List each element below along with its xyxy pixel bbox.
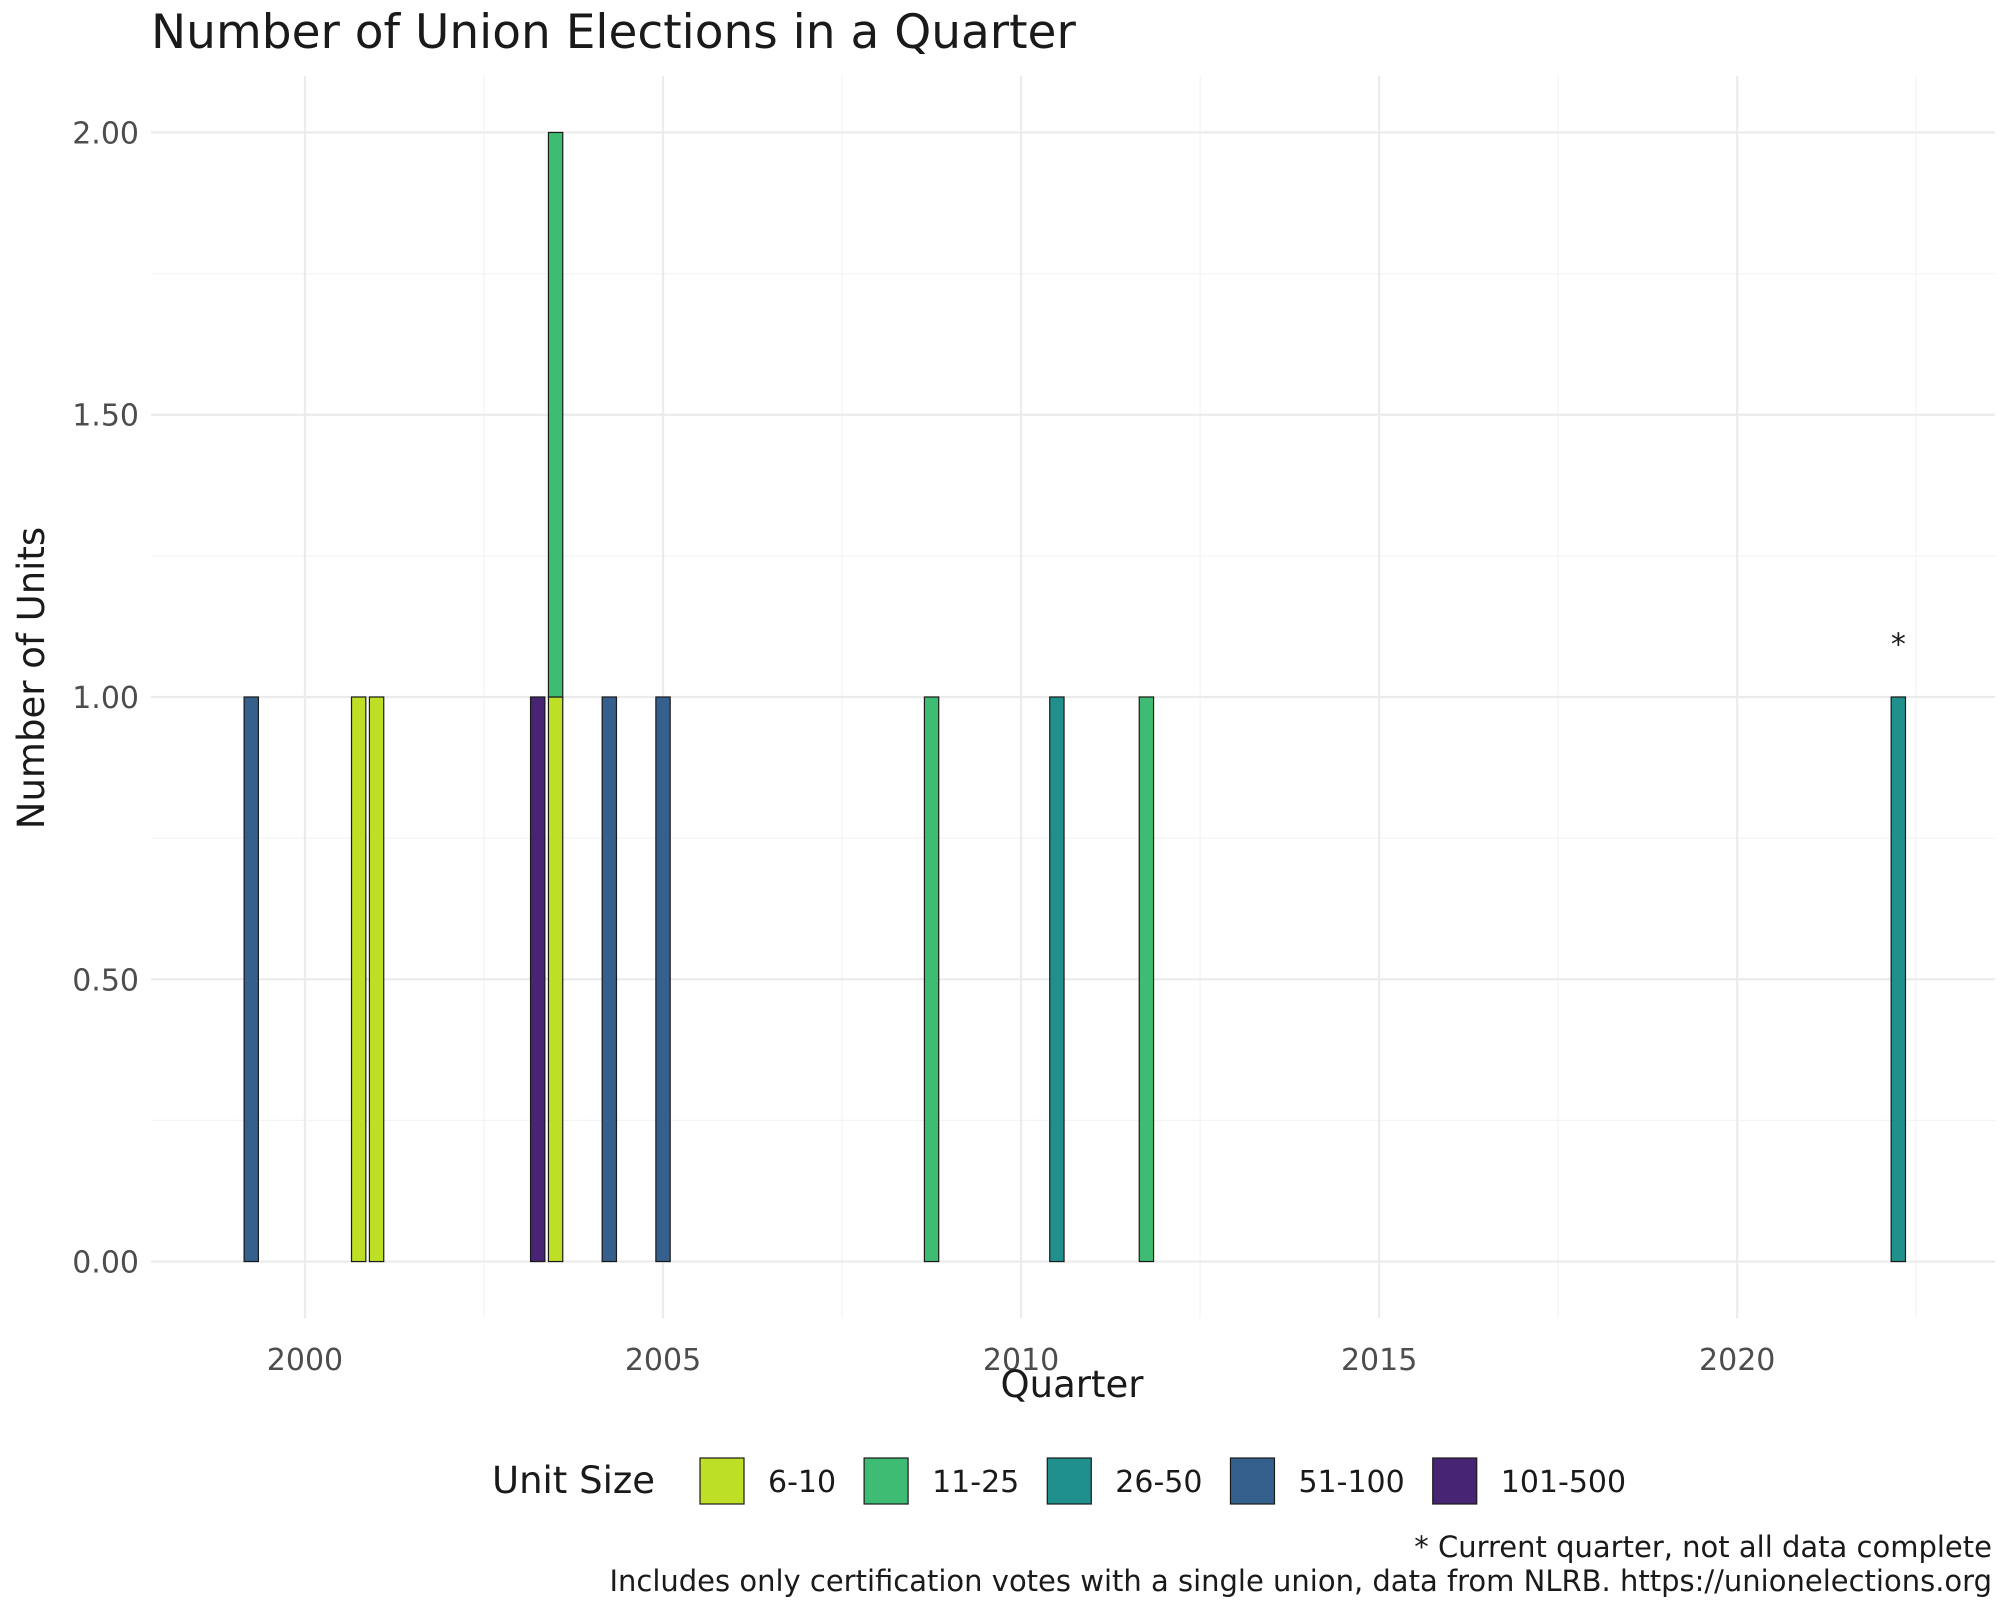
legend-label-11-25: 11-25 <box>932 1465 1019 1500</box>
bar-2004-q2-51-100 <box>601 696 618 1263</box>
caption-current-quarter: * Current quarter, not all data complete <box>1414 1530 1992 1564</box>
bar-2003-q2-101-500 <box>529 696 546 1263</box>
x-tick-label: 2020 <box>1699 1343 1775 1378</box>
chart-title: Number of Union Elections in a Quarter <box>151 5 1076 60</box>
x-tick-label: 2000 <box>267 1343 343 1378</box>
bar-2000-q4-6-10 <box>350 696 367 1263</box>
legend-key-6-10 <box>699 1457 745 1505</box>
annotation-asterisk: * <box>1891 628 1906 663</box>
legend-label-101-500: 101-500 <box>1501 1465 1626 1500</box>
y-axis-title: Number of Units <box>10 527 53 829</box>
bar-2008-q4-11-25 <box>923 696 940 1263</box>
bars-layer <box>243 131 1907 1263</box>
legend-key-26-50 <box>1046 1457 1092 1505</box>
bar-2003-q3-11-25 <box>547 131 564 698</box>
legend-key-101-500 <box>1432 1457 1478 1505</box>
annotations-layer: * <box>1891 628 1906 663</box>
bar-1999-q2-51-100 <box>243 696 260 1263</box>
caption-source: Includes only certification votes with a… <box>609 1564 1992 1598</box>
legend-key-51-100 <box>1229 1457 1276 1505</box>
x-tick-label: 2015 <box>1341 1343 1417 1378</box>
major-gridlines <box>151 76 1995 1318</box>
legend-title: Unit Size <box>492 1459 655 1502</box>
y-axis-tick-labels: 0.00 0.50 1.00 1.50 2.00 <box>72 116 139 1280</box>
x-tick-label: 2010 <box>983 1343 1059 1378</box>
bar-2011-q4-11-25 <box>1138 696 1155 1263</box>
y-tick-label: 1.50 <box>72 399 139 434</box>
legend: Unit Size 6-10 11-25 26-50 51-100 101-500 <box>492 1457 1626 1505</box>
bar-2005-q1-51-100 <box>655 696 671 1263</box>
legend-label-51-100: 51-100 <box>1298 1465 1404 1500</box>
legend-label-6-10: 6-10 <box>768 1465 836 1500</box>
bar-2003-q3-6-10 <box>547 696 564 1263</box>
legend-key-11-25 <box>863 1457 909 1505</box>
y-tick-label: 0.50 <box>72 963 139 998</box>
bar-2010-q3-26-50 <box>1049 696 1065 1263</box>
y-tick-label: 2.00 <box>72 116 139 151</box>
x-tick-label: 2005 <box>625 1343 701 1378</box>
bar-2022-q2-26-50 <box>1890 696 1907 1263</box>
y-tick-label: 0.00 <box>72 1246 139 1281</box>
bar-2001-q1-6-10 <box>368 696 385 1263</box>
x-axis-tick-labels: 2000 2005 2010 2015 2020 <box>267 1343 1776 1378</box>
y-tick-label: 1.00 <box>72 681 139 716</box>
x-axis-title: Quarter <box>1001 1363 1145 1406</box>
legend-label-26-50: 26-50 <box>1115 1465 1202 1500</box>
